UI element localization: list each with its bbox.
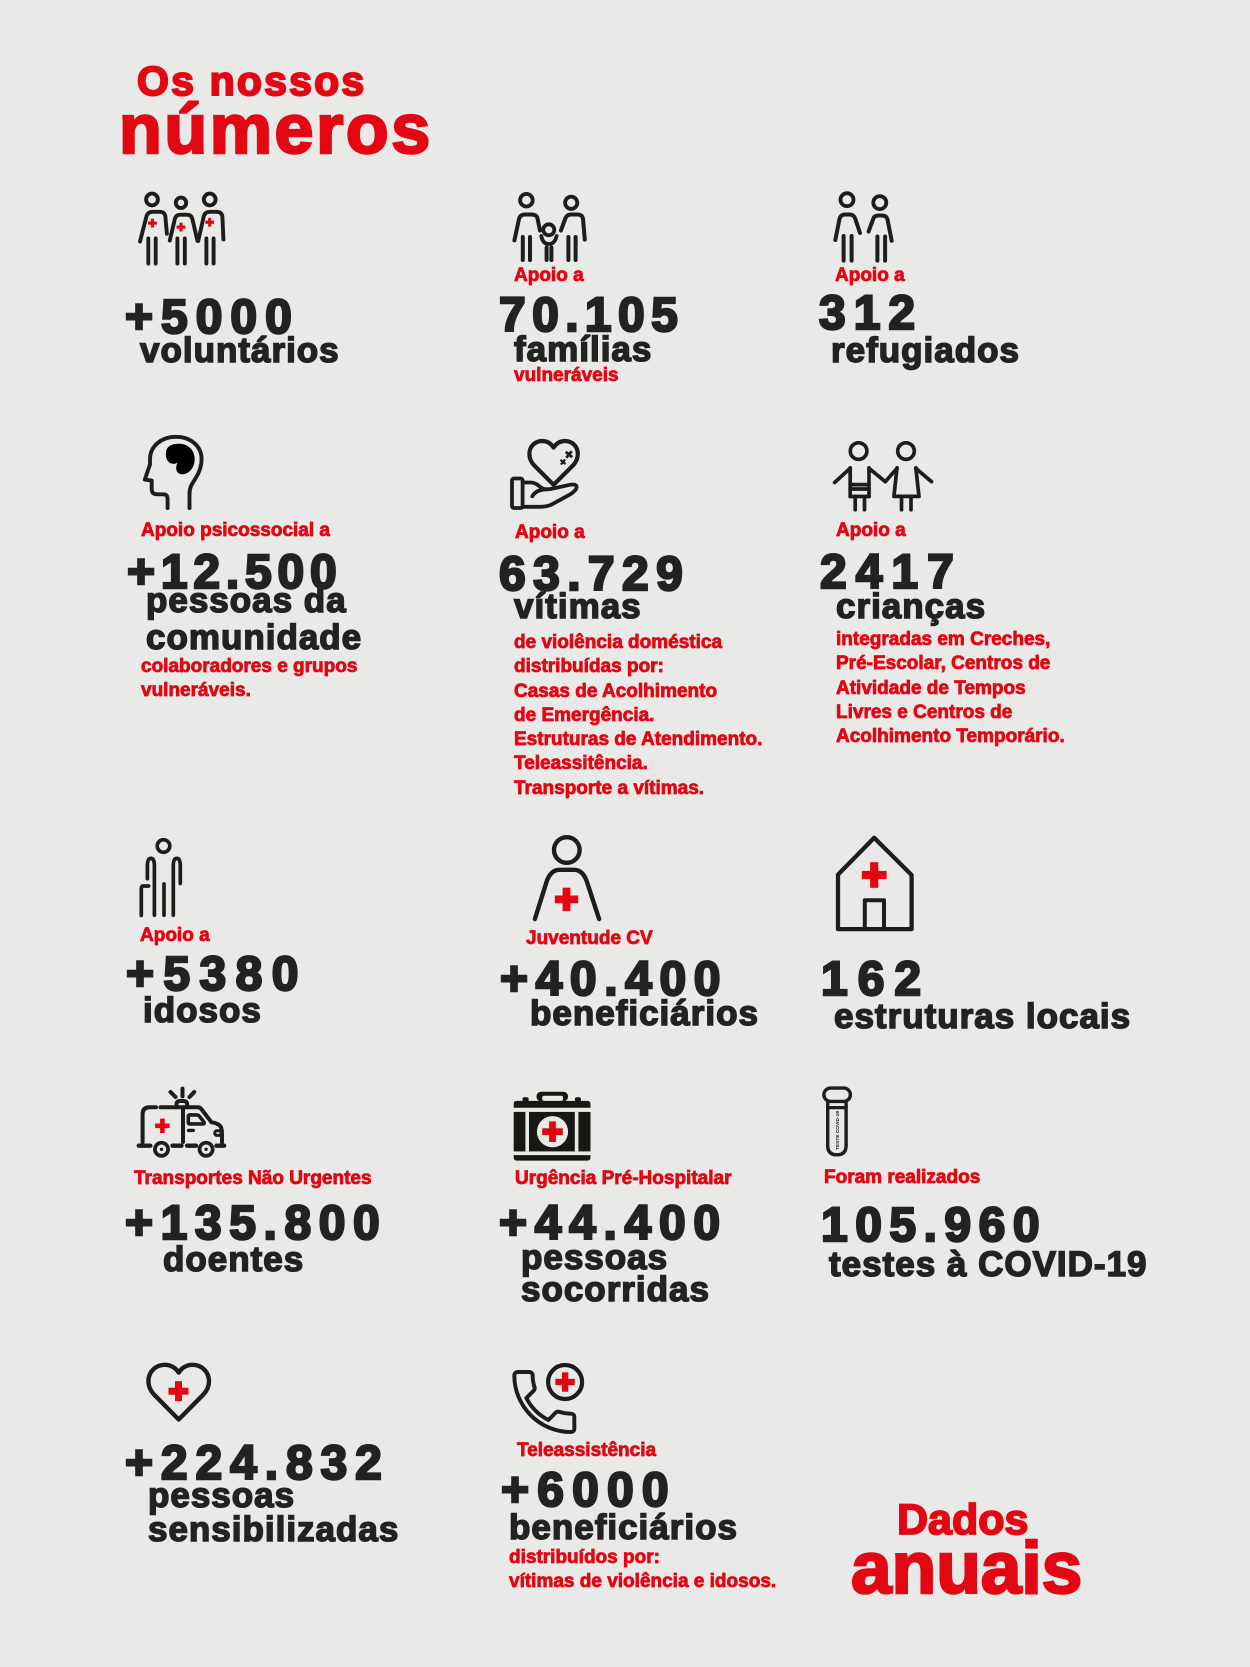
svg-text:TESTE COVID-19: TESTE COVID-19 (835, 1111, 841, 1150)
